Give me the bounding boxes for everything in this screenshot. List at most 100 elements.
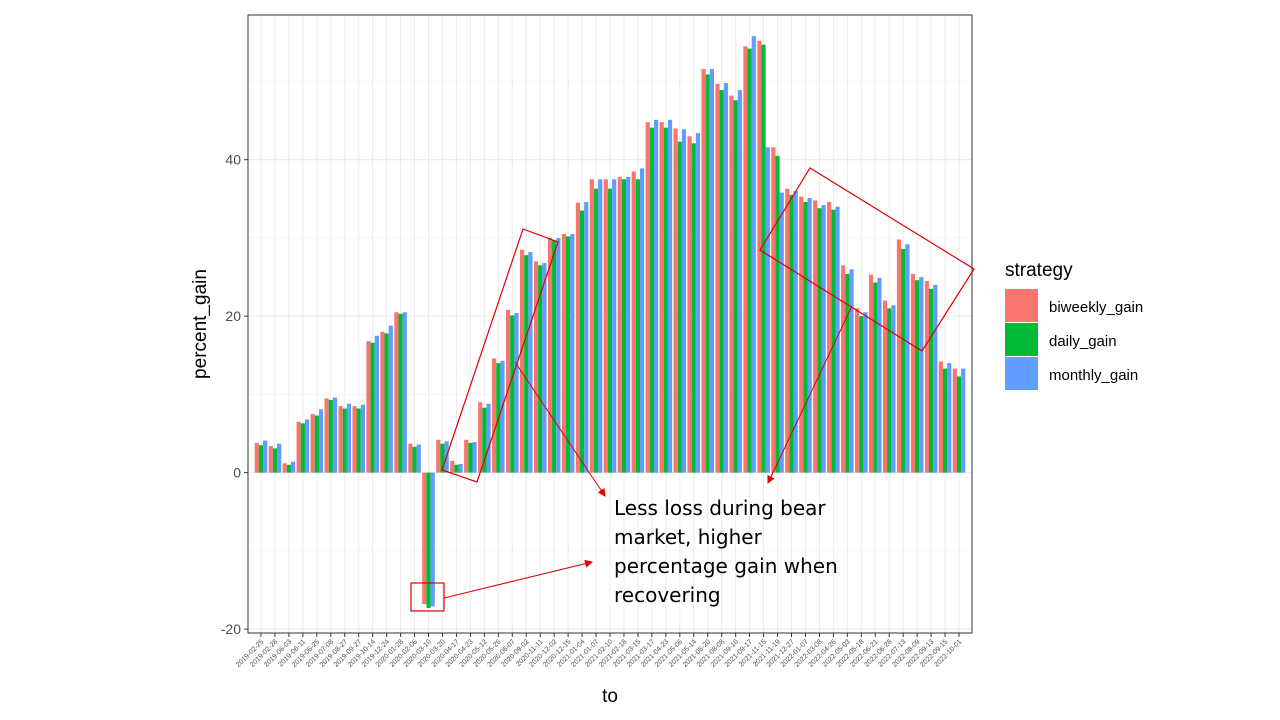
bar-monthly_gain	[919, 277, 924, 473]
bar-monthly_gain	[863, 312, 868, 473]
bar-biweekly_gain	[310, 413, 315, 473]
bar-monthly_gain	[416, 444, 421, 473]
bar-biweekly_gain	[324, 398, 329, 473]
bar-monthly_gain	[346, 403, 352, 473]
bar-daily_gain	[789, 194, 794, 473]
bar-biweekly_gain	[380, 331, 385, 473]
bar-daily_gain	[705, 74, 710, 473]
bar-monthly_gain	[709, 68, 715, 473]
bar-daily_gain	[956, 376, 962, 473]
bar-biweekly_gain	[478, 402, 483, 473]
bar-monthly_gain	[737, 90, 742, 473]
bar-daily_gain	[328, 399, 333, 473]
annotation-overlay	[410, 167, 975, 612]
bar-daily_gain	[915, 280, 920, 473]
bar-monthly_gain	[318, 409, 324, 473]
bar-daily_gain	[370, 342, 375, 473]
bar-biweekly_gain	[338, 406, 343, 473]
bar-monthly_gain	[556, 237, 561, 473]
bar-biweekly_gain	[366, 341, 371, 473]
y-tick-label: 20	[225, 308, 241, 324]
bar-daily_gain	[859, 316, 864, 473]
bar-biweekly_gain	[547, 237, 553, 473]
bar-monthly_gain	[807, 198, 812, 473]
highlight-box-decline	[759, 167, 975, 352]
bar-daily_gain	[929, 288, 934, 473]
bar-daily_gain	[482, 407, 487, 473]
bar-monthly_gain	[933, 284, 938, 473]
bar-biweekly_gain	[868, 274, 874, 473]
bar-monthly_gain	[961, 368, 966, 473]
bar-biweekly_gain	[464, 439, 469, 473]
bar-daily_gain	[845, 273, 850, 473]
bar-biweekly_gain	[436, 439, 441, 473]
bar-monthly_gain	[500, 360, 505, 473]
bar-daily_gain	[440, 443, 445, 473]
bar-biweekly_gain	[673, 128, 678, 473]
bar-monthly_gain	[570, 234, 575, 473]
bar-monthly_gain	[263, 440, 268, 473]
bar-daily_gain	[593, 188, 599, 473]
bar-biweekly_gain	[813, 200, 818, 473]
bar-biweekly_gain	[282, 463, 287, 473]
bar-biweekly_gain	[827, 201, 832, 473]
bar-daily_gain	[621, 179, 627, 473]
bar-monthly_gain	[360, 404, 365, 473]
x-axis: 2019-02-252019-02-282019-06-032019-06-11…	[235, 633, 964, 669]
bar-biweekly_gain	[715, 83, 720, 473]
bar-biweekly_gain	[589, 179, 594, 473]
bar-monthly_gain	[277, 443, 282, 473]
bar-biweekly_gain	[924, 280, 930, 473]
grid-lines	[248, 15, 972, 633]
legend-label-biweekly_gain: biweekly_gain	[1049, 299, 1143, 316]
bar-monthly_gain	[458, 464, 463, 473]
bar-monthly_gain	[723, 83, 728, 473]
y-tick-label: 40	[225, 152, 241, 168]
highlight-box-crash	[410, 582, 445, 612]
bar-daily_gain	[272, 448, 278, 473]
bar-daily_gain	[873, 282, 878, 473]
bar-monthly_gain	[695, 133, 701, 473]
bar-biweekly_gain	[687, 136, 692, 473]
bar-monthly_gain	[849, 269, 854, 473]
bar-daily_gain	[761, 44, 766, 473]
bar-biweekly_gain	[492, 358, 497, 473]
bar-daily_gain	[258, 445, 264, 473]
bar-monthly_gain	[626, 176, 631, 473]
bar-daily_gain	[538, 265, 543, 473]
bar-biweekly_gain	[771, 147, 776, 473]
arrow-decline	[767, 305, 853, 484]
bar-biweekly_gain	[268, 446, 273, 473]
bar-daily_gain	[942, 368, 948, 473]
annotation-text: Less loss during bear market, higher per…	[614, 496, 838, 607]
bar-daily_gain	[775, 155, 780, 473]
bars-group	[254, 36, 966, 608]
bar-biweekly_gain	[938, 361, 943, 473]
legend: strategy biweekly_gain daily_gain monthly_…	[1005, 260, 1143, 390]
bar-biweekly_gain	[952, 368, 957, 473]
bar-daily_gain	[468, 442, 473, 473]
bar-daily_gain	[342, 408, 347, 473]
bar-daily_gain	[733, 100, 738, 473]
bar-monthly_gain	[486, 403, 491, 473]
bar-daily_gain	[677, 141, 682, 473]
bar-biweekly_gain	[352, 406, 357, 473]
bar-daily_gain	[817, 208, 822, 473]
bar-daily_gain	[719, 90, 724, 473]
bar-monthly_gain	[291, 461, 296, 473]
bar-biweekly_gain	[450, 460, 455, 473]
bar-daily_gain	[384, 333, 389, 473]
bar-monthly_gain	[304, 419, 310, 473]
bar-biweekly_gain	[659, 122, 664, 473]
bar-daily_gain	[747, 48, 752, 473]
bar-monthly_gain	[667, 119, 673, 473]
bar-daily_gain	[524, 255, 529, 473]
legend-key-daily_gain	[1005, 323, 1038, 356]
bar-biweekly_gain	[533, 261, 539, 473]
bar-monthly_gain	[779, 192, 784, 473]
arrow-recovery	[514, 361, 606, 497]
bar-monthly_gain	[388, 325, 393, 473]
bar-monthly_gain	[891, 305, 896, 473]
bar-biweekly_gain	[645, 122, 650, 473]
